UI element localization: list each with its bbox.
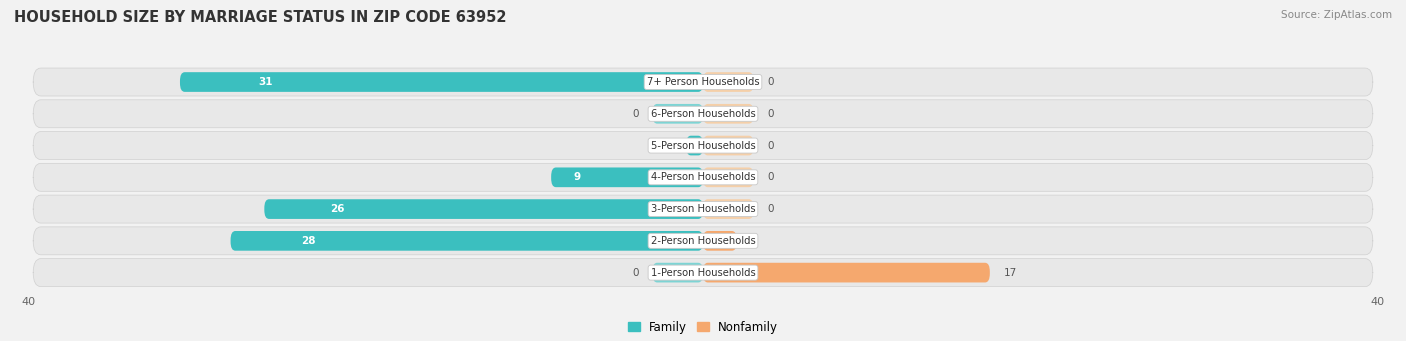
Text: HOUSEHOLD SIZE BY MARRIAGE STATUS IN ZIP CODE 63952: HOUSEHOLD SIZE BY MARRIAGE STATUS IN ZIP… bbox=[14, 10, 506, 25]
Text: 4-Person Households: 4-Person Households bbox=[651, 172, 755, 182]
FancyBboxPatch shape bbox=[703, 72, 754, 92]
FancyBboxPatch shape bbox=[652, 263, 703, 282]
Text: 0: 0 bbox=[633, 268, 638, 278]
FancyBboxPatch shape bbox=[686, 136, 703, 155]
FancyBboxPatch shape bbox=[703, 199, 754, 219]
FancyBboxPatch shape bbox=[34, 132, 1372, 160]
FancyBboxPatch shape bbox=[34, 68, 1372, 96]
Text: 2: 2 bbox=[751, 236, 756, 246]
FancyBboxPatch shape bbox=[34, 163, 1372, 191]
Text: Source: ZipAtlas.com: Source: ZipAtlas.com bbox=[1281, 10, 1392, 20]
Text: 5-Person Households: 5-Person Households bbox=[651, 140, 755, 151]
FancyBboxPatch shape bbox=[34, 227, 1372, 255]
Text: 9: 9 bbox=[574, 172, 581, 182]
FancyBboxPatch shape bbox=[703, 263, 990, 282]
Text: 28: 28 bbox=[301, 236, 316, 246]
Text: 3-Person Households: 3-Person Households bbox=[651, 204, 755, 214]
FancyBboxPatch shape bbox=[703, 104, 754, 124]
Text: 0: 0 bbox=[768, 172, 773, 182]
Text: 7+ Person Households: 7+ Person Households bbox=[647, 77, 759, 87]
Text: 0: 0 bbox=[768, 77, 773, 87]
Text: 1: 1 bbox=[666, 140, 672, 151]
FancyBboxPatch shape bbox=[703, 231, 737, 251]
Text: 0: 0 bbox=[768, 140, 773, 151]
FancyBboxPatch shape bbox=[34, 100, 1372, 128]
Text: 0: 0 bbox=[768, 204, 773, 214]
Text: 2-Person Households: 2-Person Households bbox=[651, 236, 755, 246]
Text: 26: 26 bbox=[330, 204, 344, 214]
FancyBboxPatch shape bbox=[652, 104, 703, 124]
FancyBboxPatch shape bbox=[703, 167, 754, 187]
Legend: Family, Nonfamily: Family, Nonfamily bbox=[623, 316, 783, 338]
Text: 31: 31 bbox=[259, 77, 273, 87]
FancyBboxPatch shape bbox=[551, 167, 703, 187]
Text: 0: 0 bbox=[633, 109, 638, 119]
FancyBboxPatch shape bbox=[231, 231, 703, 251]
FancyBboxPatch shape bbox=[180, 72, 703, 92]
Text: 0: 0 bbox=[768, 109, 773, 119]
FancyBboxPatch shape bbox=[264, 199, 703, 219]
FancyBboxPatch shape bbox=[34, 258, 1372, 286]
Text: 6-Person Households: 6-Person Households bbox=[651, 109, 755, 119]
FancyBboxPatch shape bbox=[34, 195, 1372, 223]
Text: 1-Person Households: 1-Person Households bbox=[651, 268, 755, 278]
Text: 17: 17 bbox=[1004, 268, 1017, 278]
FancyBboxPatch shape bbox=[703, 136, 754, 155]
